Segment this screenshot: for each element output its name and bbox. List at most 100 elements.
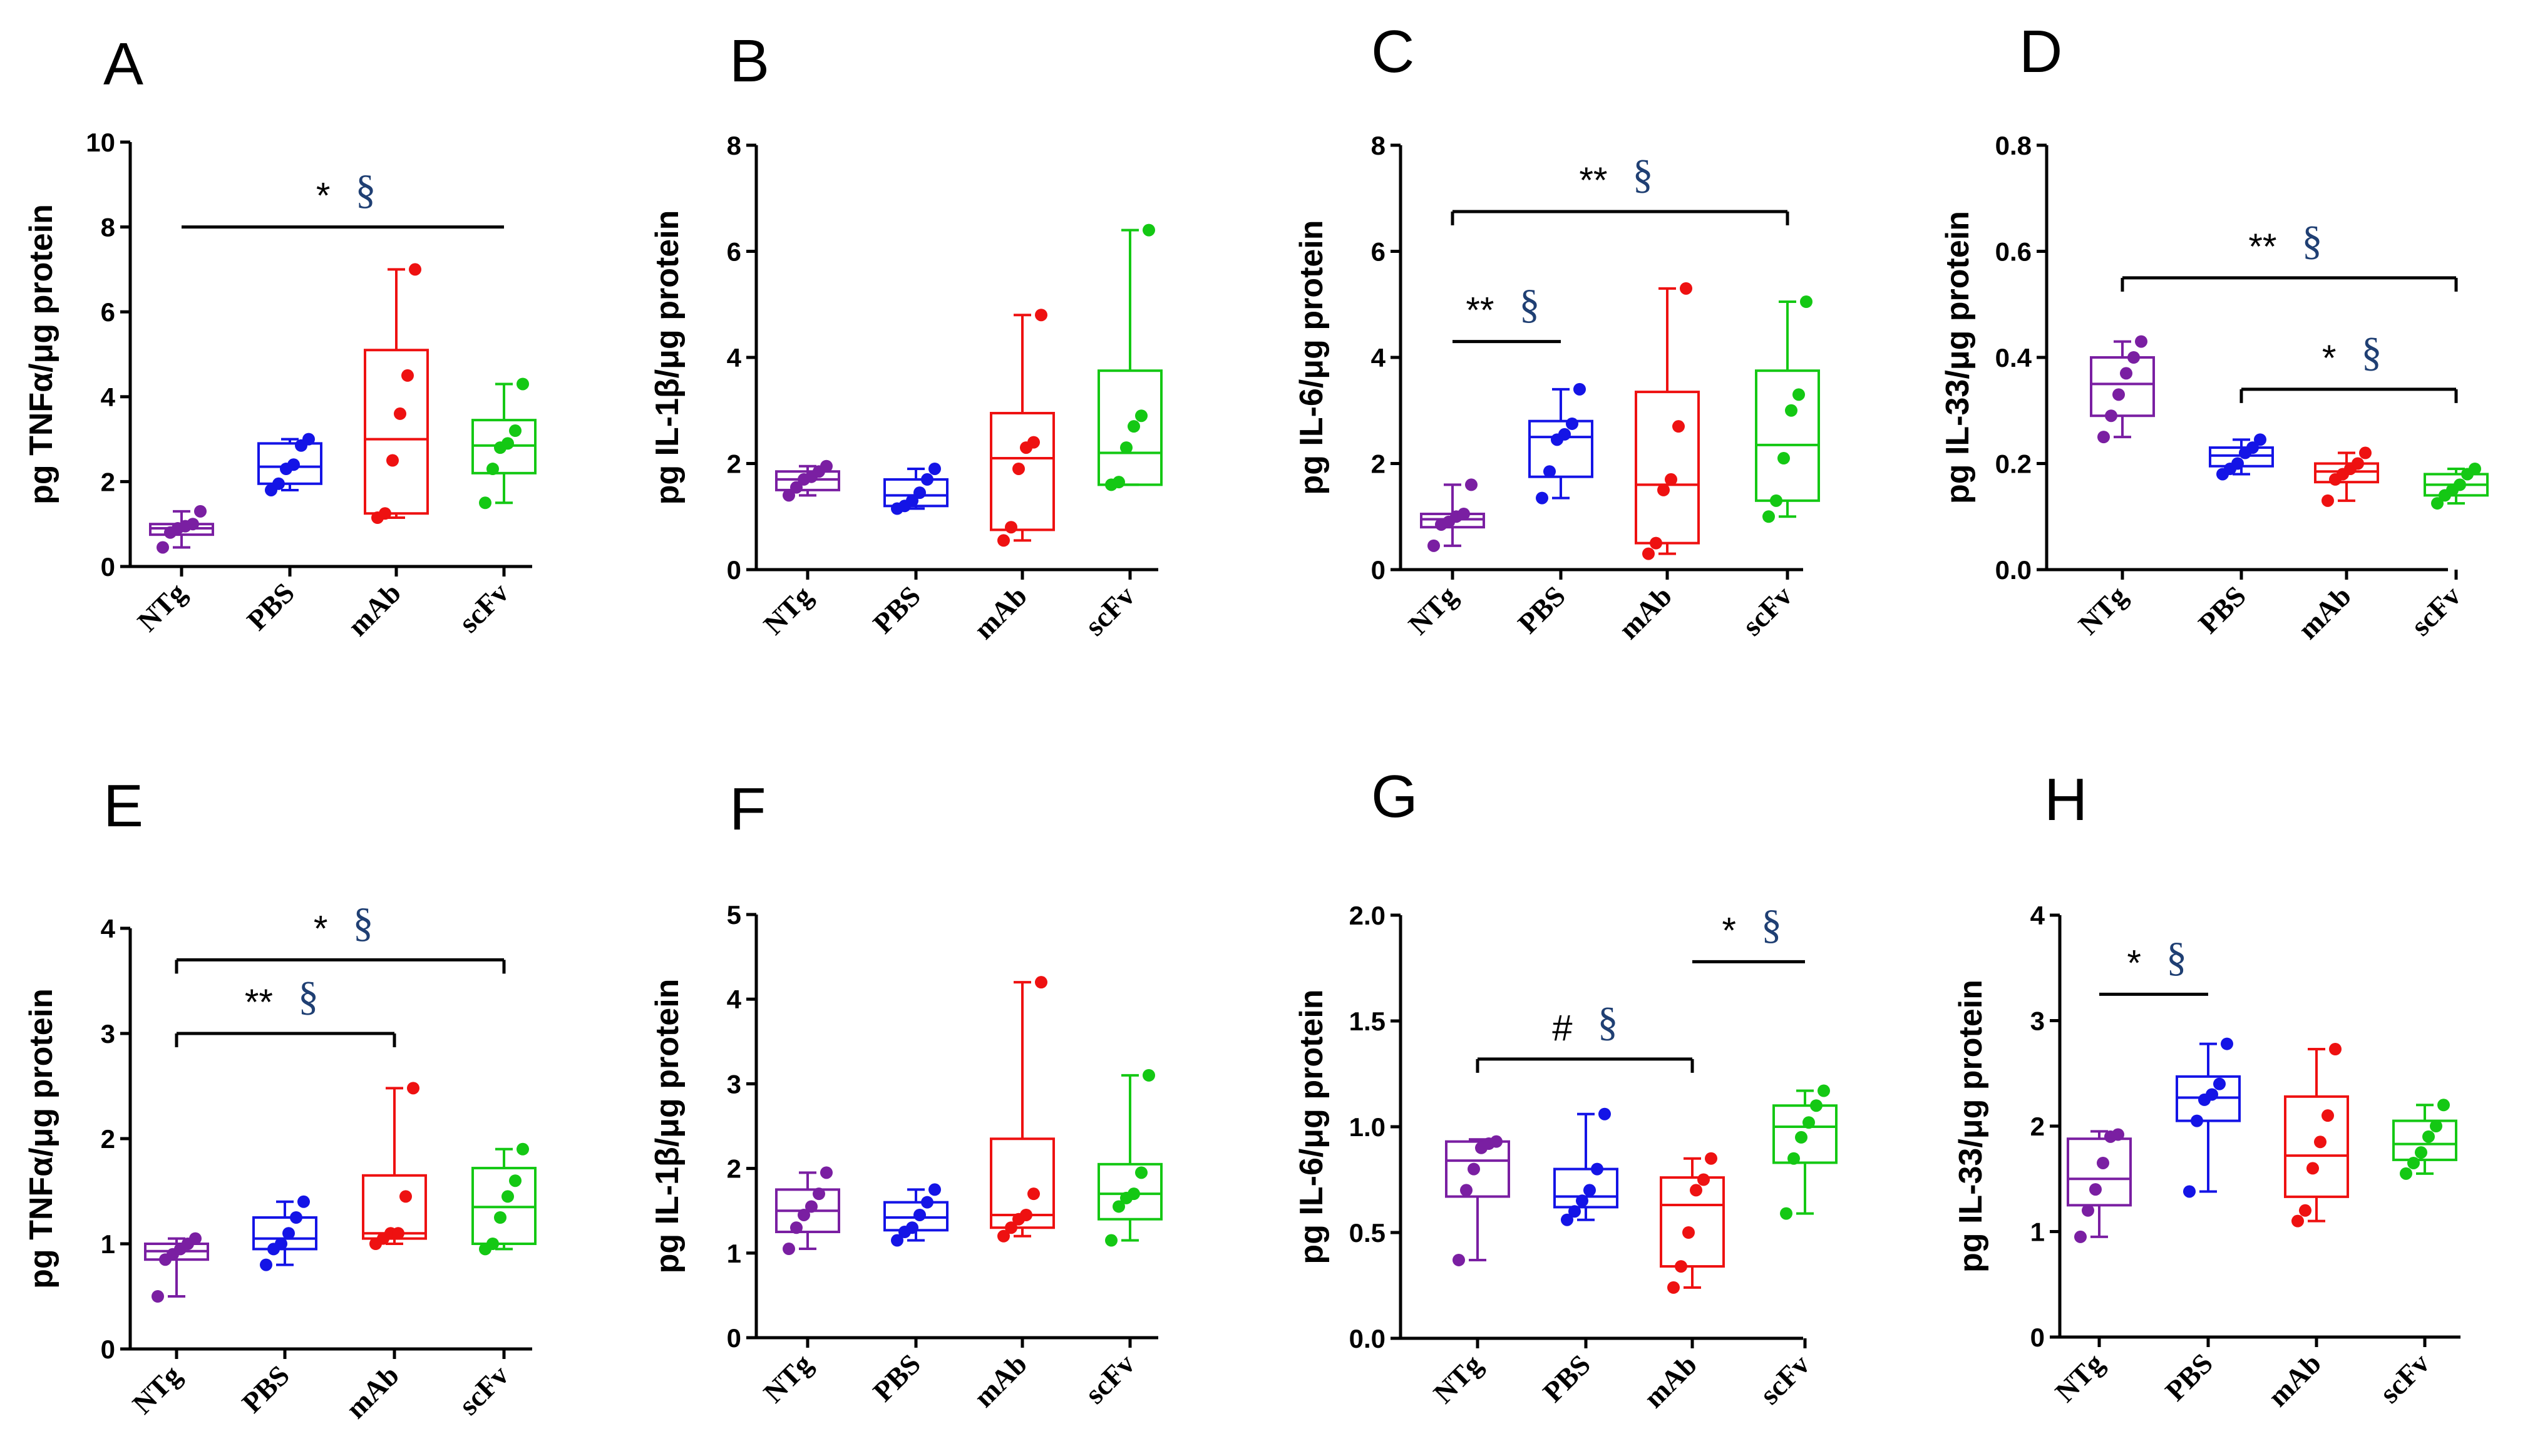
box-pbs	[883, 462, 949, 515]
y-tick-label: 10	[86, 128, 115, 157]
y-tick-label: 4	[2030, 901, 2045, 930]
data-point	[2254, 433, 2266, 446]
box-iqr	[2284, 1095, 2349, 1198]
significance-label: *	[316, 176, 331, 217]
data-point	[1005, 1221, 1017, 1234]
data-point	[805, 1200, 818, 1213]
data-point	[409, 263, 421, 276]
data-point	[386, 454, 399, 467]
box-pbs	[252, 1195, 317, 1271]
data-point	[1657, 483, 1670, 496]
significance-annotation: * §	[1692, 901, 1805, 963]
y-tick-label: 3	[101, 1019, 115, 1048]
data-point	[1113, 476, 1125, 489]
y-axis-label: pg TNFα/μg protein	[23, 988, 59, 1289]
data-point	[1642, 547, 1655, 560]
data-point	[790, 1221, 803, 1234]
y-tick-label: 1	[727, 1239, 741, 1268]
data-point	[2321, 494, 2334, 507]
data-point	[2105, 409, 2117, 423]
box-iqr	[252, 1216, 317, 1251]
data-point	[2074, 1230, 2087, 1243]
box-iqr	[1772, 1104, 1838, 1164]
box-pbs	[2176, 1037, 2241, 1198]
panel-d: Dpg IL-33/μg protein 0.0 0.2 0.4 0.6 0.8 NTg PB…	[1940, 18, 2489, 645]
data-point	[187, 518, 199, 531]
box-scfv	[471, 377, 537, 510]
data-point	[921, 1196, 933, 1209]
x-tick-label-ntg: NTg	[126, 1359, 188, 1420]
y-tick-label: 3	[727, 1069, 741, 1099]
data-point	[906, 494, 918, 507]
y-tick-label: 2	[727, 1154, 741, 1184]
data-point	[1458, 508, 1470, 521]
data-point	[1780, 1207, 1792, 1220]
data-point	[486, 463, 499, 476]
x-tick-label-scfv: scFv	[453, 577, 515, 638]
data-point	[1012, 462, 1025, 475]
y-tick-label: 6	[727, 237, 741, 267]
data-point	[1650, 536, 1662, 550]
panel-c: Cpg IL-6/μg protein 0 2 4 6 8 NTg PBS mAb scFv ** §…	[1293, 18, 1820, 645]
box-iqr	[1445, 1140, 1510, 1198]
data-point	[1460, 1184, 1473, 1197]
x-tick-label-pbs: PBS	[2192, 580, 2252, 640]
data-point	[501, 1190, 514, 1203]
y-tick-label: 2.0	[1349, 901, 1386, 930]
y-tick-label: 3	[2030, 1007, 2045, 1036]
data-point	[194, 505, 207, 518]
data-point	[2221, 1037, 2233, 1050]
data-point	[1800, 295, 1812, 309]
data-point	[913, 1208, 926, 1221]
data-point	[1135, 409, 1148, 423]
data-point	[517, 1142, 529, 1156]
data-point	[1792, 388, 1805, 401]
y-tick-label: 2	[1371, 449, 1386, 479]
data-point	[2097, 431, 2110, 444]
data-point	[1128, 420, 1140, 433]
x-tick-label-ntg: NTg	[758, 1348, 819, 1409]
x-tick-label-pbs: PBS	[866, 1348, 927, 1408]
box-pbs	[2209, 433, 2274, 481]
box-mab	[364, 263, 429, 525]
data-point	[1680, 282, 1692, 295]
data-point	[1785, 404, 1797, 417]
y-tick-label: 2	[2030, 1112, 2045, 1141]
box-pbs	[883, 1183, 949, 1247]
section-sign-label: §	[1761, 901, 1782, 947]
box-ntg	[2090, 335, 2155, 444]
section-sign-label: §	[1519, 282, 1540, 327]
data-point	[157, 541, 169, 554]
box-ntg	[144, 1232, 209, 1303]
x-tick-label-ntg: NTg	[758, 580, 819, 641]
box-iqr	[2090, 356, 2155, 418]
box-ntg	[775, 1166, 840, 1256]
data-point	[1675, 1260, 1687, 1273]
data-point	[2206, 1088, 2218, 1101]
box-ntg	[2067, 1128, 2132, 1243]
y-tick-label: 8	[727, 131, 741, 160]
data-point	[2231, 457, 2244, 470]
data-point	[2422, 1130, 2435, 1143]
box-iqr	[362, 1174, 427, 1240]
significance-label: *	[314, 908, 328, 949]
box-ntg	[149, 505, 214, 554]
data-point	[1453, 1253, 1465, 1266]
y-tick-label: 0.0	[1995, 555, 2032, 585]
section-sign-label: §	[1598, 999, 1618, 1045]
panel-b: Bpg IL-1β/μg protein 0 2 4 6 8 NTg PBS mAb scFv	[649, 28, 1163, 645]
box-scfv	[1098, 223, 1163, 491]
y-tick-label: 8	[101, 213, 115, 242]
significance-annotation: * §	[2239, 329, 2458, 403]
data-point	[1568, 1205, 1581, 1218]
data-point	[1027, 436, 1040, 449]
data-point	[1427, 539, 1440, 552]
data-point	[1005, 521, 1017, 534]
section-sign-label: §	[1633, 151, 1653, 197]
significance-label: **	[245, 982, 273, 1023]
x-tick-label-pbs: PBS	[1511, 580, 1571, 640]
data-point	[260, 1258, 272, 1271]
x-tick-label-mab: mAb	[1612, 580, 1678, 645]
data-point	[1665, 473, 1677, 486]
